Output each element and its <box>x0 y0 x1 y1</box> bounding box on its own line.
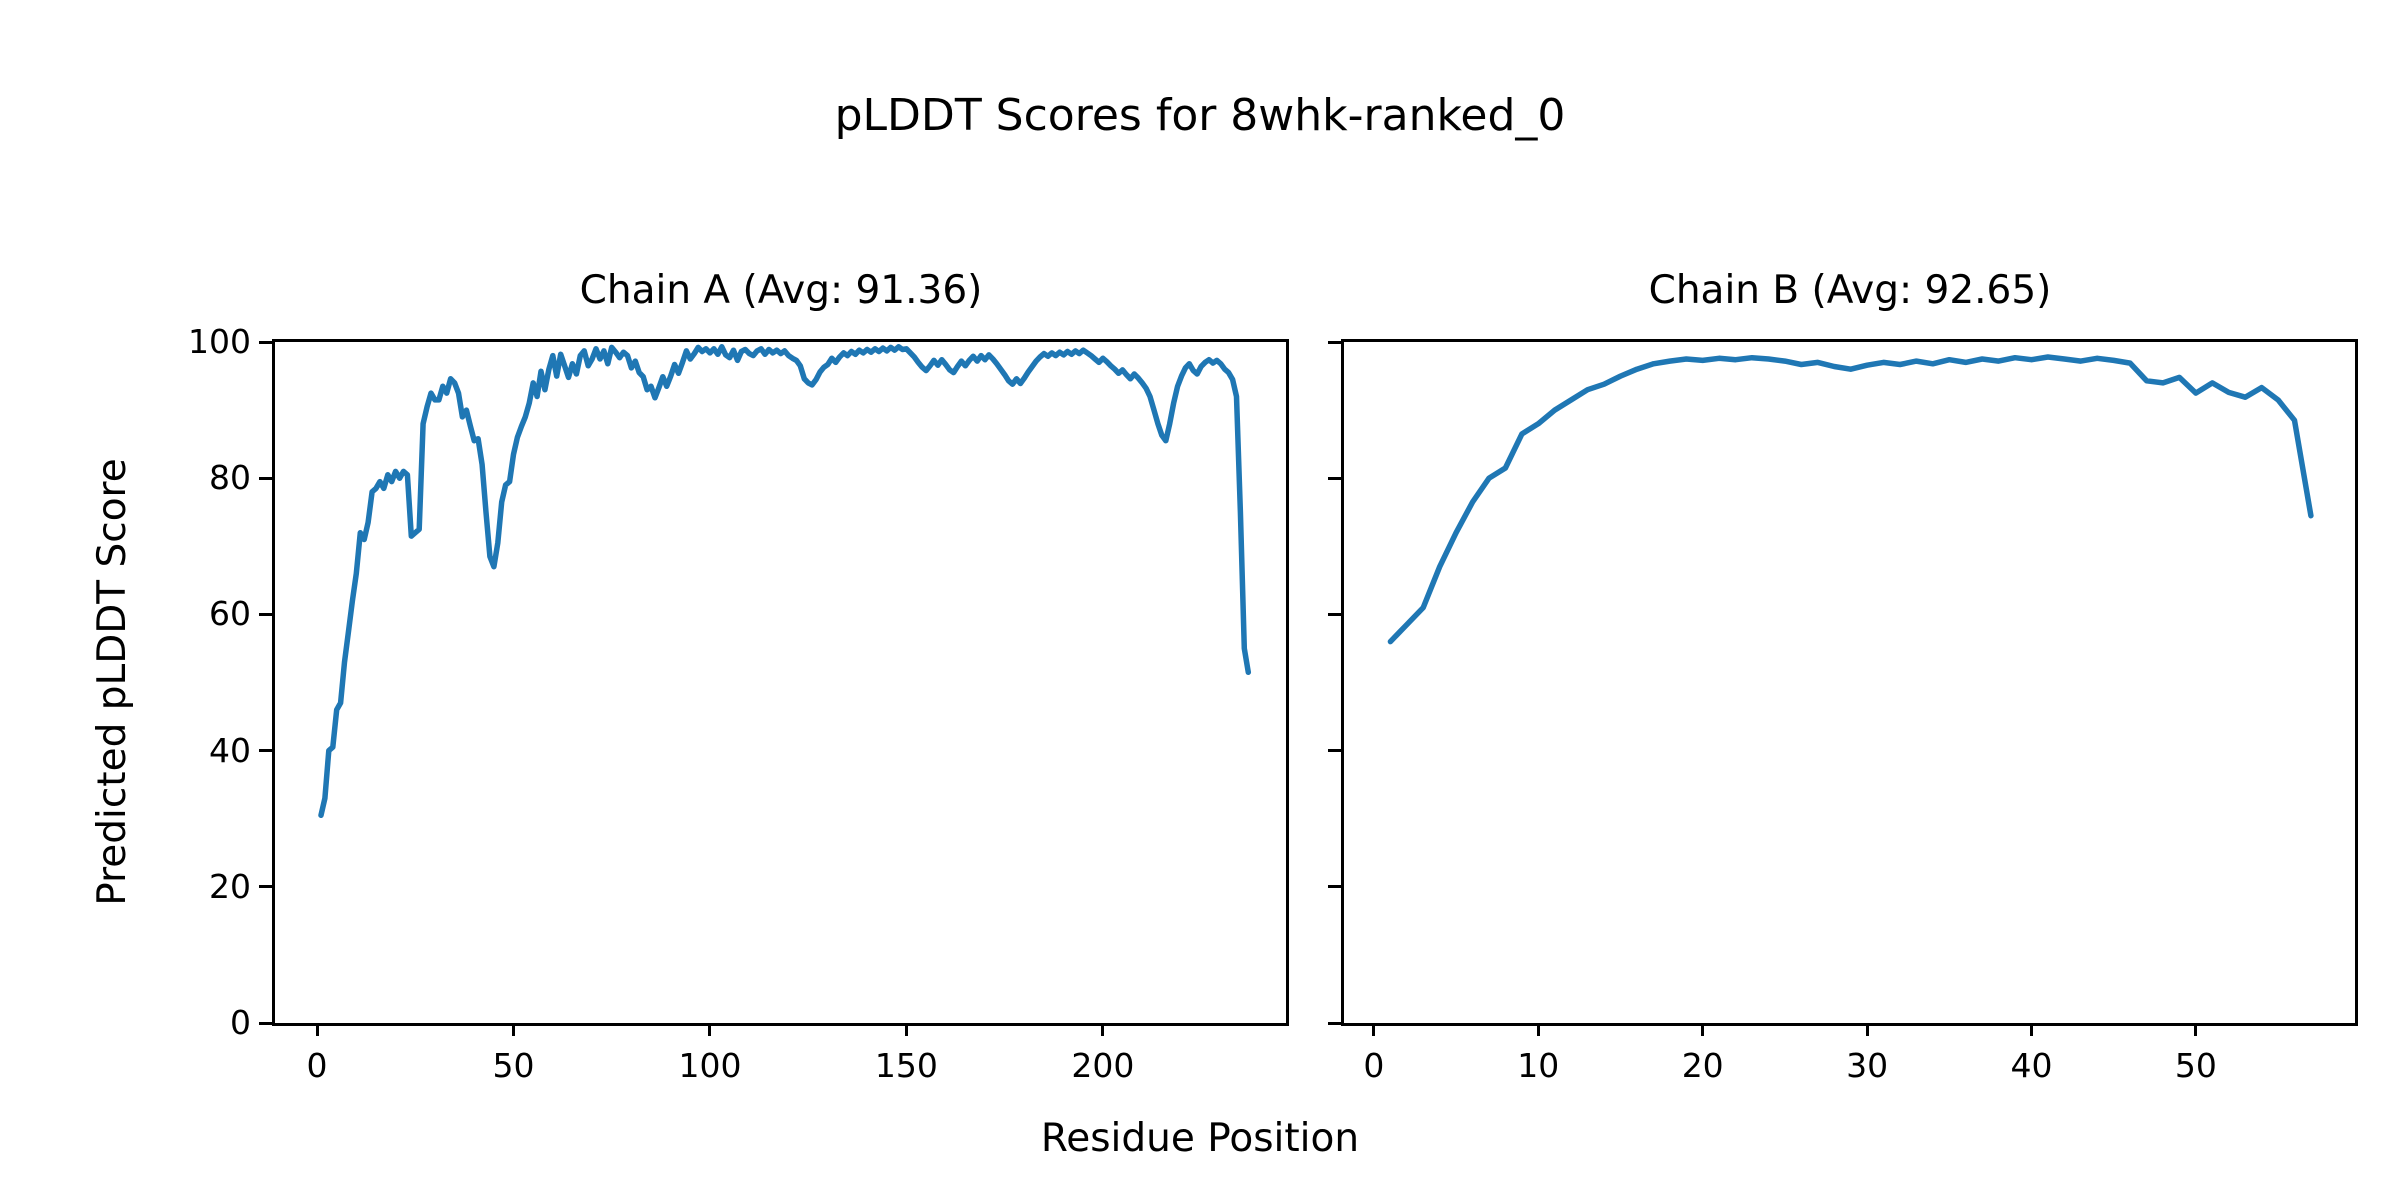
chain-b-subplot-title: Chain B (Avg: 92.65) <box>1648 268 2052 313</box>
chain-a-line-chart <box>318 344 1252 819</box>
chain-b-line-chart <box>1387 354 2314 645</box>
x-tick-label: 20 <box>1681 1046 1724 1085</box>
x-tick-mark <box>904 1023 908 1036</box>
y-tick-mark <box>1328 885 1341 889</box>
x-tick-label: 40 <box>2010 1046 2053 1085</box>
x-tick-label: 50 <box>2174 1046 2217 1085</box>
x-tick-label: 10 <box>1517 1046 1560 1085</box>
x-tick-mark <box>1101 1023 1105 1036</box>
x-tick-label: 100 <box>678 1046 742 1085</box>
x-tick-label: 150 <box>874 1046 938 1085</box>
x-tick-label: 50 <box>492 1046 535 1085</box>
y-tick-label: 40 <box>209 730 251 770</box>
y-tick-mark <box>259 476 272 480</box>
y-tick-label: 60 <box>209 594 251 634</box>
y-tick-label: 0 <box>230 1003 251 1042</box>
figure-title: pLDDT Scores for 8whk-ranked_0 <box>834 90 1566 141</box>
x-tick-mark <box>1372 1023 1376 1036</box>
x-tick-mark <box>2029 1023 2033 1036</box>
y-tick-mark <box>1328 1021 1341 1025</box>
x-tick-mark <box>708 1023 712 1036</box>
y-tick-label: 100 <box>188 322 251 361</box>
y-tick-mark <box>259 749 272 753</box>
chain-a-plddt-line <box>318 344 1252 819</box>
y-tick-label: 20 <box>209 866 251 906</box>
x-tick-mark <box>315 1023 319 1036</box>
y-axis-label: Predicted pLDDT Score <box>90 458 135 906</box>
x-tick-label: 0 <box>306 1046 328 1085</box>
chain-a-plot-area <box>272 339 1289 1026</box>
x-tick-label: 30 <box>1846 1046 1889 1085</box>
x-tick-mark <box>512 1023 515 1036</box>
x-axis-label: Residue Position <box>1040 1116 1360 1161</box>
x-tick-mark <box>1701 1023 1705 1036</box>
y-tick-mark <box>1328 340 1341 344</box>
chain-a-subplot-title: Chain A (Avg: 91.36) <box>579 268 983 313</box>
x-tick-label: 0 <box>1363 1046 1385 1085</box>
chain-b-plddt-line <box>1387 354 2314 645</box>
y-tick-mark <box>259 612 272 616</box>
y-tick-mark <box>1328 749 1341 753</box>
y-tick-mark <box>1328 476 1341 480</box>
y-tick-mark <box>259 340 272 344</box>
chain-b-plot-area <box>1341 339 2358 1026</box>
y-tick-mark <box>1328 612 1341 616</box>
x-tick-mark <box>2194 1023 2198 1036</box>
x-tick-mark <box>1536 1023 1540 1036</box>
x-tick-mark <box>1865 1023 1869 1036</box>
y-tick-mark <box>259 1021 272 1025</box>
y-tick-mark <box>259 885 272 889</box>
x-tick-label: 200 <box>1071 1046 1135 1085</box>
y-tick-label: 80 <box>209 458 251 498</box>
